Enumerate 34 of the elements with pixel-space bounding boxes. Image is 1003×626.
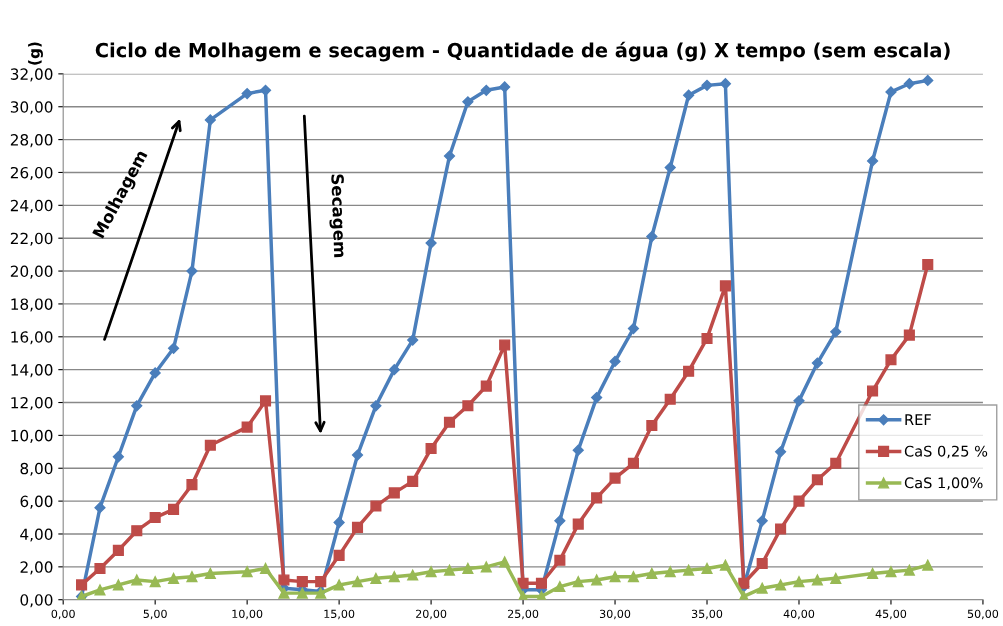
x-tick-label: 25,00 bbox=[507, 609, 539, 620]
y-tick-label: 6,00 bbox=[20, 495, 53, 509]
x-tick-label: 10,00 bbox=[232, 609, 263, 620]
chart-title: Ciclo de Molhagem e secagem - Quantidade de água (g) X tempo (sem escala) bbox=[95, 41, 950, 62]
y-axis-title: (g) bbox=[28, 42, 43, 65]
y-tick-label: 32,00 bbox=[10, 68, 53, 82]
x-tick-label: 35,00 bbox=[691, 609, 723, 620]
x-tick-label: 45,00 bbox=[875, 609, 907, 620]
y-tick-label: 12,00 bbox=[11, 396, 53, 411]
x-tick-label: 20,00 bbox=[416, 609, 447, 620]
y-tick-label: 24,00 bbox=[10, 199, 53, 213]
y-tick-label: 20,00 bbox=[10, 265, 53, 279]
x-tick-label: 40,00 bbox=[783, 609, 815, 620]
y-tick-label: 18,00 bbox=[11, 298, 53, 312]
y-tick-label: 28,00 bbox=[10, 134, 53, 148]
y-tick-label: 0,00 bbox=[20, 594, 53, 608]
legend-label: CaS 0,25 % bbox=[904, 445, 988, 459]
y-tick-label: 4,00 bbox=[20, 528, 53, 542]
x-tick-label: 0,00 bbox=[51, 609, 75, 620]
annotation: Secagem bbox=[327, 174, 347, 258]
legend-label: REF bbox=[905, 414, 931, 425]
legend-label: CaS 1,00% bbox=[904, 477, 983, 490]
x-tick-label: 30,00 bbox=[599, 609, 631, 620]
x-tick-label: 50,00 bbox=[967, 609, 999, 620]
y-tick-label: 14,00 bbox=[11, 364, 53, 378]
y-tick-label: 30,00 bbox=[10, 101, 53, 115]
y-tick-label: 10,00 bbox=[11, 429, 53, 443]
y-tick-label: 2,00 bbox=[20, 561, 53, 575]
x-tick-label: 15,00 bbox=[324, 609, 355, 620]
y-tick-label: 16,00 bbox=[11, 331, 53, 345]
x-tick-label: 5,00 bbox=[143, 609, 167, 620]
y-tick-label: 22,00 bbox=[10, 232, 53, 246]
y-tick-label: 26,00 bbox=[10, 166, 53, 181]
y-tick-label: 8,00 bbox=[20, 462, 53, 476]
